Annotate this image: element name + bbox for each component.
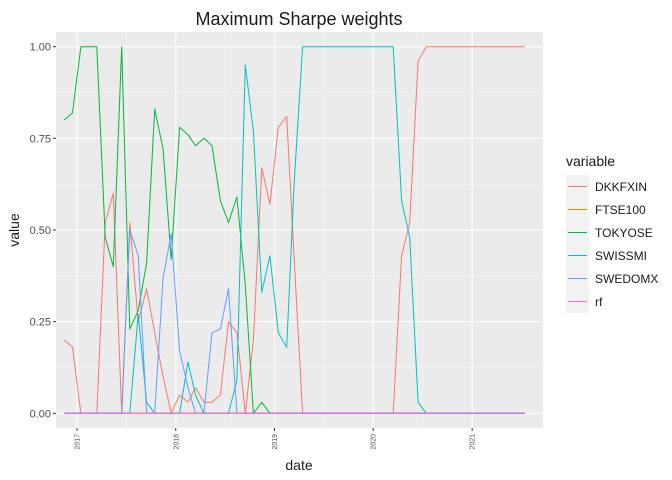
- y-tick-label: 0.50: [30, 225, 51, 237]
- x-tick-label: 2017: [75, 434, 82, 450]
- legend-label: SWISSMI: [595, 249, 647, 263]
- series-layer: [64, 46, 525, 414]
- y-tick-label: 0.25: [30, 317, 51, 329]
- legend-label: rf: [595, 295, 603, 309]
- legend-label: FTSE100: [595, 203, 646, 217]
- x-tick-label: 2018: [173, 434, 180, 450]
- y-tick-label: 1.00: [30, 42, 51, 54]
- x-axis-title: date: [285, 457, 312, 473]
- legend-label: SWEDOMX: [595, 272, 658, 286]
- chart-title: Maximum Sharpe weights: [195, 9, 402, 29]
- legend: variable DKKFXIN FTSE100 TOKYOSE SWISSMI SWE…: [566, 153, 658, 313]
- x-tick-label: 2021: [470, 434, 477, 450]
- legend-title: variable: [566, 153, 615, 169]
- y-tick-label: 0.75: [30, 133, 51, 145]
- legend-label: TOKYOSE: [595, 226, 653, 240]
- x-tick-label: 2019: [272, 434, 279, 450]
- series-line-tokyose: [64, 46, 525, 414]
- y-axis: 0.00 0.25 0.50 0.75 1.00: [30, 42, 56, 420]
- legend-label: DKKFXIN: [595, 180, 647, 194]
- y-tick-label: 0.00: [30, 408, 51, 420]
- y-axis-title: value: [6, 213, 22, 247]
- x-tick-label: 2020: [371, 434, 378, 450]
- legend-items: DKKFXIN FTSE100 TOKYOSE SWISSMI SWEDOMX rf: [566, 175, 658, 313]
- x-axis: 2017 2018 2019 2020 2021: [75, 428, 477, 450]
